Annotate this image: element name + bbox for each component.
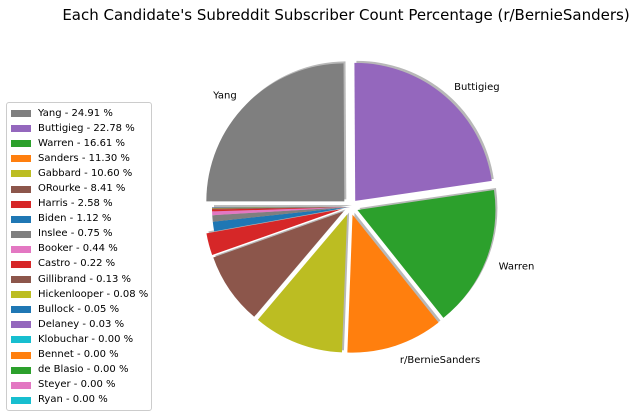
legend-item: Steyer - 0.00 % <box>11 378 151 393</box>
legend-item: Yang - 24.91 % <box>11 106 151 121</box>
slice-label-buttigieg: Buttigieg <box>454 82 499 93</box>
slice-bullock <box>212 207 350 208</box>
legend-item: Ryan - 0.00 % <box>11 393 151 408</box>
legend-item: Warren - 16.61 % <box>11 136 151 151</box>
slice-labels: Yang Buttigieg Warren r/BernieSanders <box>212 82 534 366</box>
legend-item: Bennet - 0.00 % <box>11 348 151 363</box>
legend-swatch <box>11 215 31 223</box>
legend-swatch <box>11 276 31 284</box>
slice-warren <box>357 189 496 318</box>
slice-label-warren: Warren <box>499 262 535 273</box>
legend-label: Gillibrand - 0.13 % <box>38 273 132 285</box>
legend-item: Harris - 2.58 % <box>11 197 151 212</box>
legend-label: Castro - 0.22 % <box>38 258 116 270</box>
slice-label-sanders: r/BernieSanders <box>400 355 480 366</box>
legend: Yang - 24.91 % Buttigieg - 22.78 % Warren … <box>6 102 152 411</box>
legend-item: Buttigieg - 22.78 % <box>11 121 151 136</box>
slice-gillibrand <box>212 207 350 210</box>
legend-label: Delaney - 0.03 % <box>38 318 125 330</box>
legend-swatch <box>11 396 31 404</box>
slice-harris <box>206 209 343 255</box>
legend-swatch <box>11 351 31 359</box>
legend-swatch <box>11 170 31 178</box>
legend-item: Sanders - 11.30 % <box>11 151 151 166</box>
legend-label: Steyer - 0.00 % <box>38 379 116 391</box>
legend-swatch <box>11 230 31 238</box>
legend-label: Sanders - 11.30 % <box>38 152 130 164</box>
slice-biden <box>212 207 350 232</box>
legend-item: Castro - 0.22 % <box>11 257 151 272</box>
legend-label: Buttigieg - 22.78 % <box>38 122 135 134</box>
legend-label: Booker - 0.44 % <box>38 243 118 255</box>
legend-swatch <box>11 155 31 163</box>
legend-item: Inslee - 0.75 % <box>11 227 151 242</box>
legend-label: Harris - 2.58 % <box>38 198 113 210</box>
legend-item: Bullock - 0.05 % <box>11 302 151 317</box>
slice-castro <box>212 207 350 212</box>
pie-slices <box>206 60 498 353</box>
slice-booker <box>212 207 350 216</box>
legend-swatch <box>11 381 31 389</box>
legend-label: Klobuchar - 0.00 % <box>38 333 134 345</box>
slice-hickenlooper <box>212 207 350 209</box>
chart-title: Each Candidate's Subreddit Subscriber Co… <box>62 6 629 24</box>
legend-item: de Blasio - 0.00 % <box>11 363 151 378</box>
legend-swatch <box>11 260 31 268</box>
legend-label: ORourke - 8.41 % <box>38 183 126 195</box>
legend-label: Hickenlooper - 0.08 % <box>38 288 149 300</box>
legend-label: Warren - 16.61 % <box>38 137 125 149</box>
legend-label: Inslee - 0.75 % <box>38 228 113 240</box>
legend-swatch <box>11 291 31 299</box>
legend-swatch <box>11 185 31 193</box>
legend-item: Hickenlooper - 0.08 % <box>11 287 151 302</box>
slice-buttigieg <box>354 62 492 201</box>
legend-item: Delaney - 0.03 % <box>11 317 151 332</box>
slice-yang <box>206 63 345 202</box>
legend-item: Gillibrand - 0.13 % <box>11 272 151 287</box>
legend-label: Gabbard - 10.60 % <box>38 167 133 179</box>
legend-swatch <box>11 125 31 133</box>
legend-label: Ryan - 0.00 % <box>38 394 108 406</box>
legend-swatch <box>11 200 31 208</box>
legend-label: Yang - 24.91 % <box>38 107 113 119</box>
legend-label: Biden - 1.12 % <box>38 213 112 225</box>
slice-inslee <box>212 207 350 222</box>
legend-swatch <box>11 366 31 374</box>
slice-shadow-bullock <box>214 205 352 206</box>
slice-sanders <box>347 214 439 353</box>
slice-shadow-gillibrand <box>214 205 352 208</box>
legend-item: Booker - 0.44 % <box>11 242 151 257</box>
legend-item: Gabbard - 10.60 % <box>11 166 151 181</box>
legend-label: de Blasio - 0.00 % <box>38 364 129 376</box>
slice-orourke <box>213 211 344 317</box>
legend-label: Bennet - 0.00 % <box>38 349 119 361</box>
legend-swatch <box>11 306 31 314</box>
legend-item: Biden - 1.12 % <box>11 212 151 227</box>
legend-swatch <box>11 336 31 344</box>
slice-shadow-hickenlooper <box>214 205 352 207</box>
legend-item: ORourke - 8.41 % <box>11 181 151 196</box>
legend-label: Bullock - 0.05 % <box>38 303 120 315</box>
legend-swatch <box>11 321 31 329</box>
slice-gabbard <box>257 214 348 353</box>
legend-item: Klobuchar - 0.00 % <box>11 332 151 347</box>
legend-swatch <box>11 140 31 148</box>
slice-label-yang: Yang <box>212 90 237 101</box>
legend-swatch <box>11 245 31 253</box>
legend-swatch <box>11 110 31 118</box>
